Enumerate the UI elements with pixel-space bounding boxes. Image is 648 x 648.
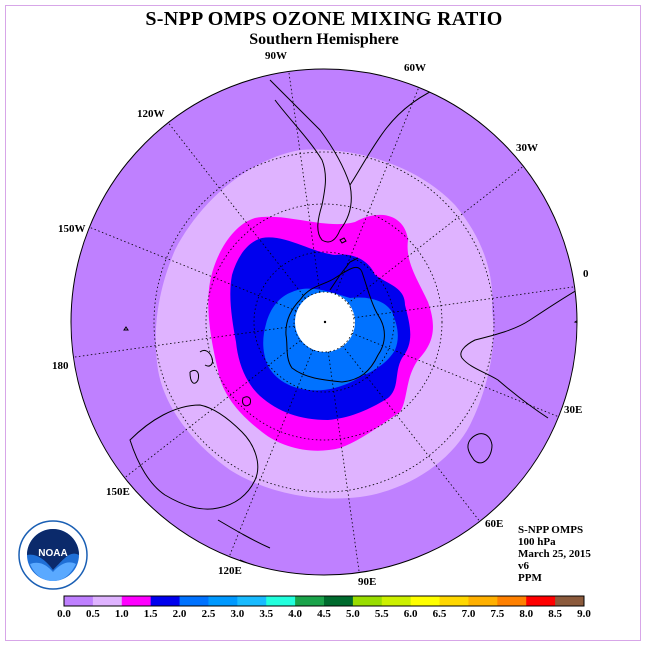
colorbar-tick-label: 7.5 xyxy=(490,608,505,620)
lon-label-180: 180 xyxy=(52,360,69,372)
colorbar-tick-label: 1.5 xyxy=(143,608,158,620)
coastline-africa xyxy=(460,289,577,419)
lon-label-0: 0 xyxy=(583,268,589,280)
colorbar-tick-label: 1.0 xyxy=(114,608,129,620)
figure-frame xyxy=(5,5,641,641)
colorbar-swatch xyxy=(150,596,181,606)
info-version: v6 xyxy=(518,560,529,572)
colorbar-tick-label: 5.5 xyxy=(374,608,389,620)
coastlines xyxy=(123,79,577,575)
lon-label-120e: 120E xyxy=(218,565,242,577)
colorbar-swatch xyxy=(352,596,383,606)
info-block: S-NPP OMPS 100 hPa March 25, 2015 v6 PPM xyxy=(518,524,591,584)
coastline-south-america-east xyxy=(349,84,446,186)
latitude-circles xyxy=(153,151,495,493)
colorbar-swatch xyxy=(526,596,556,606)
colorbar-outline xyxy=(63,595,585,607)
coastline-australia xyxy=(129,404,259,510)
colorbar-tick-label: 3.5 xyxy=(259,608,274,620)
noaa-logo-text: NOAA xyxy=(38,548,67,559)
meridian-line xyxy=(288,71,321,293)
info-units: PPM xyxy=(518,572,542,584)
colorbar-swatch xyxy=(237,596,267,606)
map-title: S-NPP OMPS OZONE MIXING RATIO xyxy=(145,8,503,30)
lon-label-90e: 90E xyxy=(358,576,377,588)
colorbar-tick-label: 7.0 xyxy=(461,608,476,620)
meridian-line xyxy=(124,340,301,479)
colorbar-swatch xyxy=(381,596,412,606)
meridian-line xyxy=(334,87,420,295)
lon-label-90w: 90W xyxy=(265,50,287,62)
map-disk-outline xyxy=(70,68,578,576)
colorbar-tick-label: 0.0 xyxy=(57,608,71,620)
colorbar-swatch xyxy=(266,596,296,606)
meridian-line xyxy=(167,122,306,299)
meridian-line xyxy=(342,345,481,522)
south-pole-marker xyxy=(323,320,327,324)
noaa-logo: NOAA xyxy=(18,520,88,590)
colorbar-swatch xyxy=(295,596,325,606)
colorbar-tick-label: 8.0 xyxy=(519,608,534,620)
lon-label-150w: 150W xyxy=(58,223,86,235)
colorbar-labels: 0.0 0.5 1.0 1.5 2.0 2.5 3.0 3.5 4.0 4.5 5.0 5.5 6.0 6… xyxy=(0,608,648,622)
meridian-line xyxy=(228,349,314,557)
coastline-antarctic-peninsula xyxy=(329,257,359,291)
info-level: 100 hPa xyxy=(518,536,556,548)
lon-label-60w: 60W xyxy=(404,62,426,74)
coastline-madagascar xyxy=(467,433,493,464)
colorbar-tick-label: 4.5 xyxy=(317,608,331,620)
colorbar-tick-label: 2.5 xyxy=(201,608,216,620)
coastline-new-zealand xyxy=(189,349,213,384)
colorbar-tick-label: 3.0 xyxy=(230,608,245,620)
colorbar-swatch xyxy=(92,596,123,606)
colorbar-tick-label: 9.0 xyxy=(577,608,591,620)
info-instrument: S-NPP OMPS xyxy=(518,524,584,536)
map-subtitle: Southern Hemisphere xyxy=(249,31,399,48)
info-date: March 25, 2015 xyxy=(518,548,591,560)
colorbar-swatch xyxy=(64,596,94,606)
colorbar-swatch xyxy=(121,596,152,606)
colorbar xyxy=(64,596,585,606)
colorbar-swatch xyxy=(468,596,498,606)
lon-label-60e: 60E xyxy=(485,518,504,530)
meridian-lines xyxy=(73,71,575,573)
lon-label-150e: 150E xyxy=(106,486,130,498)
coastline-antarctica xyxy=(285,266,385,383)
colorbar-tick-label: 8.5 xyxy=(548,608,562,620)
lon-label-120w: 120W xyxy=(137,108,165,120)
colorbar-swatch xyxy=(179,596,209,606)
colorbar-tick-label: 6.0 xyxy=(403,608,418,620)
colorbar-tick-label: 0.5 xyxy=(86,608,100,620)
coastline-tasmania xyxy=(242,396,251,407)
colorbar-swatch xyxy=(410,596,441,606)
meridian-line xyxy=(327,351,360,573)
colorbar-swatch xyxy=(324,596,354,606)
colorbar-swatch xyxy=(497,596,527,606)
colorbar-tick-label: 2.0 xyxy=(172,608,187,620)
colorbar-swatch xyxy=(439,596,469,606)
colorbar-swatch xyxy=(555,596,585,606)
meridian-line xyxy=(347,165,524,304)
colorbar-tick-label: 5.0 xyxy=(346,608,360,620)
meridian-line xyxy=(351,332,559,418)
colorbar-swatch xyxy=(208,596,238,606)
meridian-line xyxy=(353,286,575,319)
lon-label-30w: 30W xyxy=(516,142,538,154)
meridian-line xyxy=(73,325,295,358)
coastline-south-america xyxy=(269,79,352,243)
colorbar-tick-label: 4.0 xyxy=(288,608,302,620)
lon-label-30e: 30E xyxy=(564,404,583,416)
meridian-line xyxy=(89,226,297,312)
colorbar-tick-label: 6.5 xyxy=(432,608,447,620)
